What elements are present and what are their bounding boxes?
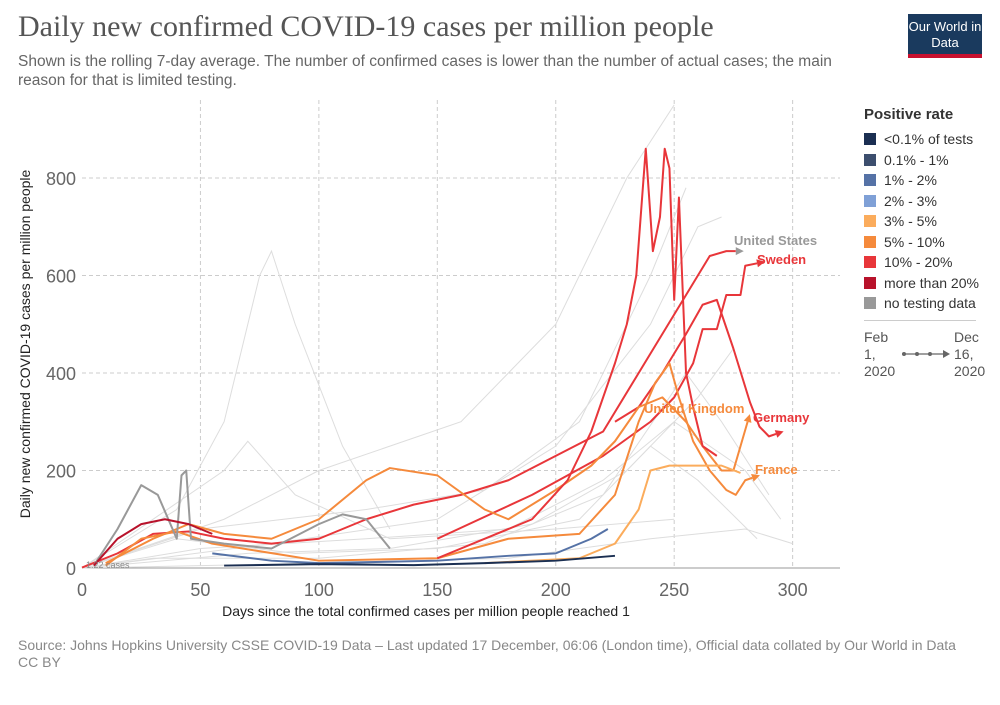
x-tick-label: 100 <box>304 580 334 600</box>
legend-swatch <box>864 256 876 269</box>
y-tick-label: 0 <box>66 559 76 579</box>
legend-label: 0.1% - 1% <box>884 151 949 168</box>
legend-item[interactable]: 2% - 3% <box>864 191 990 212</box>
source-note: Source: Johns Hopkins University CSSE CO… <box>18 637 956 653</box>
x-tick-label: 300 <box>778 580 808 600</box>
x-tick-label: 0 <box>77 580 87 600</box>
series-line <box>212 528 609 565</box>
series-line <box>105 396 749 565</box>
series-end-arrow-icon <box>756 259 765 268</box>
legend-label: 5% - 10% <box>884 233 945 250</box>
series-label: Germany <box>753 410 810 425</box>
x-axis-label: Days since the total confirmed cases per… <box>222 603 630 619</box>
background-country-line <box>81 249 391 569</box>
legend-label: no testing data <box>884 295 976 312</box>
legend-label: 1% - 2% <box>884 172 937 189</box>
legend-item[interactable]: 10% - 20% <box>864 252 990 273</box>
legend-swatch <box>864 235 876 248</box>
background-country-line <box>81 440 675 569</box>
time-start[interactable]: Feb 1, 2020 <box>864 328 896 379</box>
x-tick-label: 150 <box>422 580 452 600</box>
series-label: United Kingdom <box>644 401 744 416</box>
y-tick-label: 200 <box>46 462 76 482</box>
legend-label: 2% - 3% <box>884 192 937 209</box>
time-end[interactable]: Dec 16, 2020 <box>954 328 986 379</box>
legend-label: 3% - 5% <box>884 213 937 230</box>
annotation-label: 1.22 cases <box>86 560 130 570</box>
background-country-line <box>81 187 687 569</box>
series-label: Sweden <box>757 252 806 267</box>
series-end-arrow-icon <box>735 247 744 256</box>
series-line <box>81 250 736 569</box>
background-country-line <box>81 348 734 569</box>
series-line <box>484 464 741 565</box>
series-end-arrow-icon <box>743 414 752 423</box>
chart-title: Daily new confirmed COVID-19 cases per m… <box>18 10 714 43</box>
license: CC BY <box>18 654 61 670</box>
series-end-arrow-icon <box>751 474 760 482</box>
legend-swatch <box>864 276 876 289</box>
y-axis-label: Daily new confirmed COVID-19 cases per m… <box>17 169 33 518</box>
series-line <box>436 147 718 560</box>
series-label: United States <box>734 233 817 248</box>
legend-item[interactable]: 1% - 2% <box>864 170 990 191</box>
legend-swatch <box>864 194 876 207</box>
legend-label: <0.1% of tests <box>884 131 974 148</box>
y-tick-label: 400 <box>46 364 76 384</box>
legend-item[interactable]: 5% - 10% <box>864 232 990 253</box>
legend-item[interactable]: 0.1% - 1% <box>864 150 990 171</box>
legend-swatch <box>864 133 876 146</box>
series-line <box>93 518 213 567</box>
chart-subtitle: Shown is the rolling 7-day average. The … <box>18 53 832 89</box>
background-country-line <box>81 421 782 569</box>
legend-item[interactable]: no testing data <box>864 293 990 314</box>
legend-label: 10% - 20% <box>884 254 953 271</box>
footer: Source: Johns Hopkins University CSSE CO… <box>18 637 978 671</box>
y-tick-label: 600 <box>46 267 76 287</box>
series-line <box>436 262 758 540</box>
background-country-line <box>81 104 675 569</box>
series-label: France <box>755 462 798 477</box>
legend-swatch <box>864 297 876 310</box>
legend-label: more than 20% <box>884 274 979 291</box>
y-tick-label: 800 <box>46 169 76 189</box>
timeline[interactable]: Feb 1, 2020 Dec 16, 2020 <box>864 329 990 380</box>
series-line <box>105 362 753 567</box>
series-line <box>224 554 616 567</box>
legend-title: Positive rate <box>864 106 954 123</box>
legend: Positive rate <0.1% of tests 0.1% - 1% 1% … <box>864 106 990 380</box>
legend-swatch <box>864 174 876 187</box>
x-tick-label: 50 <box>190 580 210 600</box>
x-tick-label: 250 <box>659 580 689 600</box>
series-line <box>93 469 391 567</box>
timeline-arrow-icon <box>902 349 950 358</box>
legend-item[interactable]: 3% - 5% <box>864 211 990 232</box>
background-country-line <box>81 372 770 569</box>
owid-logo[interactable]: Our World in Data <box>908 14 982 58</box>
x-tick-label: 200 <box>541 580 571 600</box>
series-end-arrow-icon <box>774 430 784 438</box>
legend-item[interactable]: <0.1% of tests <box>864 129 990 150</box>
legend-divider <box>864 319 976 321</box>
legend-swatch <box>864 153 876 166</box>
legend-swatch <box>864 215 876 228</box>
legend-item[interactable]: more than 20% <box>864 273 990 294</box>
